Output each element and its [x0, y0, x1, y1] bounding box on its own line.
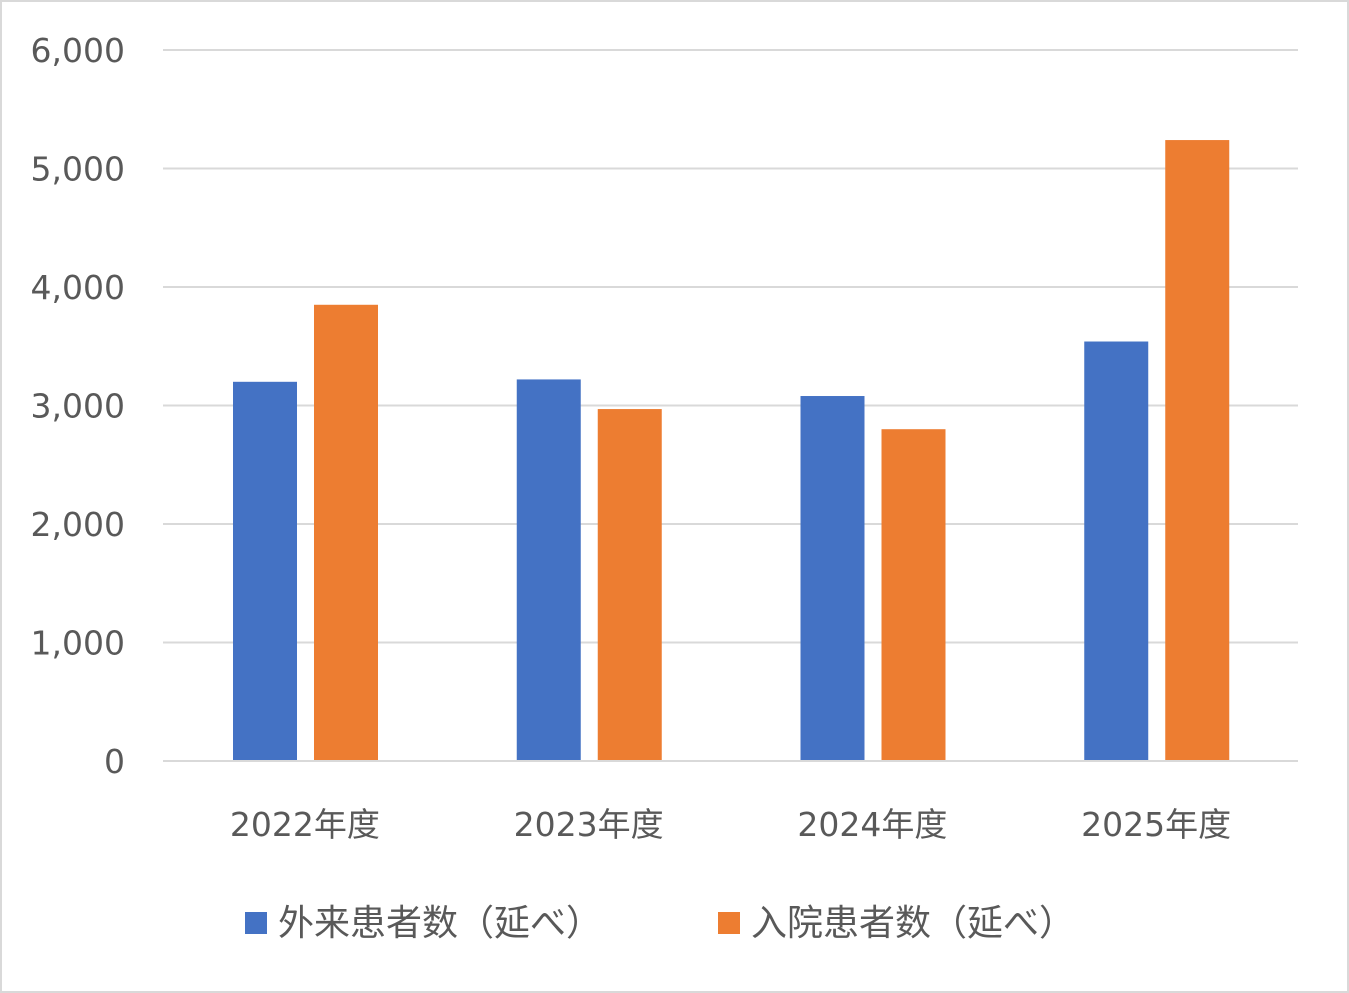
x-tick-label: 2023年度 — [514, 805, 664, 844]
y-tick-label: 5,000 — [31, 150, 125, 189]
bar-outpatient-0 — [233, 381, 297, 761]
legend-item: 入院患者数（延べ） — [718, 903, 1075, 944]
bars — [233, 140, 1230, 761]
x-axis-tick-labels: 2022年度 2023年度 2024年度 2025年度 — [230, 805, 1231, 844]
bar-inpatient-1 — [597, 409, 662, 761]
y-tick-label: 0 — [104, 742, 125, 781]
y-tick-label: 3,000 — [31, 387, 125, 426]
legend-label: 外来患者数（延べ） — [278, 903, 602, 944]
bar-inpatient-0 — [314, 304, 378, 761]
bar-outpatient-2 — [800, 396, 865, 761]
bar-outpatient-3 — [1084, 341, 1149, 761]
y-tick-label: 6,000 — [31, 31, 125, 70]
y-tick-label: 4,000 — [31, 268, 125, 307]
x-tick-label: 2022年度 — [230, 805, 380, 844]
legend: 外来患者数（延べ） 入院患者数（延べ） — [245, 903, 1075, 944]
y-axis-tick-labels: 0 1,000 2,000 3,000 4,000 5,000 6,000 — [31, 31, 125, 781]
legend-swatch — [245, 912, 267, 934]
y-tick-label: 2,000 — [31, 505, 125, 544]
legend-item: 外来患者数（延べ） — [245, 903, 602, 944]
bar-outpatient-1 — [516, 379, 581, 761]
x-tick-label: 2024年度 — [797, 805, 947, 844]
y-tick-label: 1,000 — [31, 624, 125, 663]
legend-swatch — [718, 912, 740, 934]
x-tick-label: 2025年度 — [1081, 805, 1231, 844]
legend-label: 入院患者数（延べ） — [751, 903, 1075, 944]
bar-inpatient-3 — [1165, 140, 1230, 761]
bar-inpatient-2 — [881, 429, 946, 761]
